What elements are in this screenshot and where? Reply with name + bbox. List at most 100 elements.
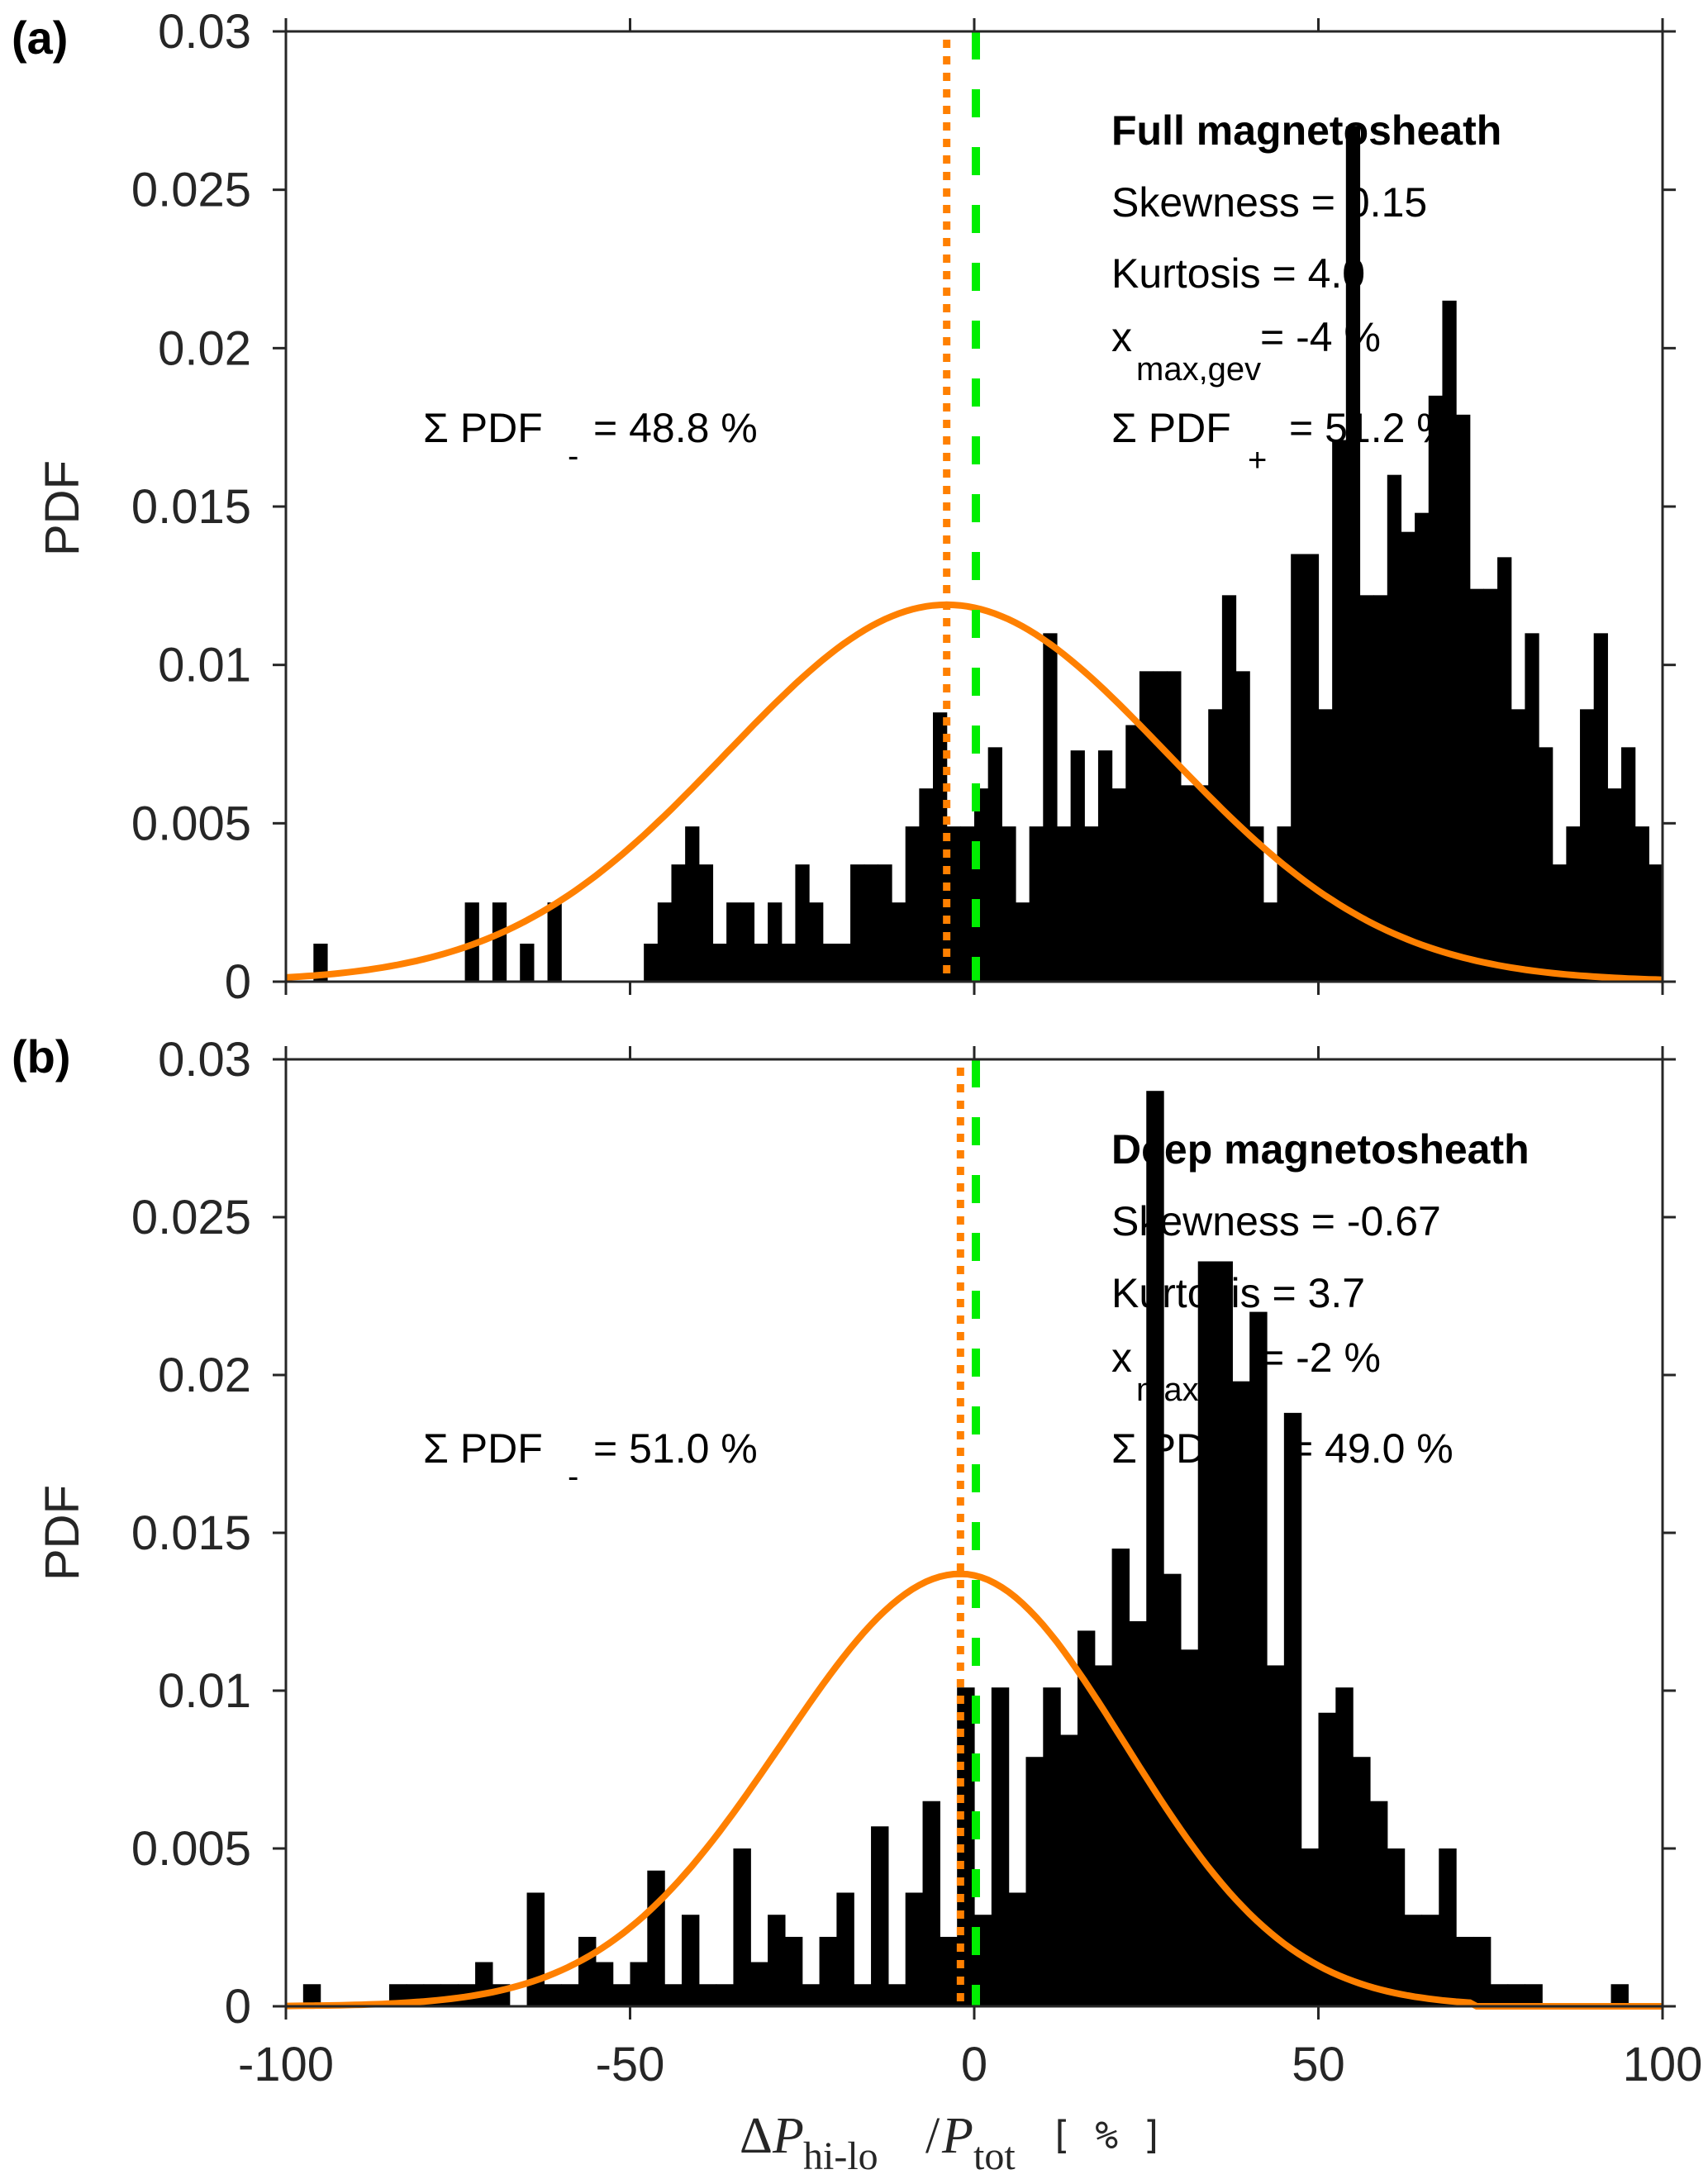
panel-a: (a) 0 0.005 0.01 0.015 0.02 0.025 0.03 PDF Ful… <box>12 5 1676 1009</box>
histogram-bar <box>1263 902 1278 982</box>
histogram-bar <box>905 1892 924 2006</box>
y-tick-label: 0 <box>225 955 251 1009</box>
histogram-bar <box>1056 826 1072 982</box>
histogram-bar <box>768 1915 786 2006</box>
histogram-bar <box>1318 1712 1336 2006</box>
panel-b-axes: 0 0.005 0.01 0.015 0.02 0.025 0.03 -100 -50 0 50 10… <box>131 1033 1703 2091</box>
y-tick-label: 0.005 <box>131 1822 251 1876</box>
histogram-bar <box>1456 1936 1474 2006</box>
histogram-bar <box>864 864 878 982</box>
histogram-bar <box>1029 826 1044 982</box>
histogram-bar <box>740 902 755 982</box>
histogram-bar <box>1318 709 1333 982</box>
panel-b-fit-curve <box>285 1570 1663 2010</box>
histogram-bar <box>1401 531 1415 982</box>
histogram-bar <box>492 902 507 982</box>
histogram-bar <box>850 864 865 982</box>
histogram-bar <box>1125 725 1140 982</box>
histogram-bar <box>1428 395 1444 982</box>
histogram-bar <box>1001 826 1016 982</box>
panel-a-xmax-sub: max,gev <box>1136 351 1261 388</box>
xlabel-delta: Δ <box>740 2108 773 2164</box>
histogram-bar <box>1580 709 1595 982</box>
histogram-bar <box>991 1687 1010 2006</box>
x-tick-label: -50 <box>596 2038 665 2091</box>
histogram-bar <box>1387 1848 1406 2006</box>
panel-a-ylabel: PDF <box>36 460 89 556</box>
histogram-bar <box>802 1984 821 2006</box>
panel-a-skewness: Skewness = 0.15 <box>1111 179 1427 226</box>
histogram-bar <box>1634 826 1649 982</box>
histogram-bar <box>754 944 768 982</box>
histogram-bar <box>795 864 810 982</box>
histogram-bar <box>1469 588 1485 982</box>
histogram-bar <box>1456 414 1471 982</box>
histogram-bar <box>1607 788 1622 982</box>
y-tick-label: 0.005 <box>131 797 251 850</box>
histogram-bar <box>1283 1412 1302 2006</box>
histogram-bar <box>698 864 714 982</box>
histogram-bar <box>1507 1984 1525 2006</box>
histogram-bar <box>940 1936 958 2006</box>
histogram-bar <box>671 864 686 982</box>
panel-a-pdfminus-label: Σ PDF <box>423 405 543 451</box>
panel-b-ylabel: PDF <box>36 1485 89 1581</box>
histogram-bar <box>1277 826 1292 982</box>
panel-b-xmax-symbol: x <box>1111 1335 1132 1381</box>
xlabel-unit: [ % ] <box>1049 2113 1163 2158</box>
y-tick-label: 0 <box>225 1980 251 2034</box>
histogram-bar <box>1094 1665 1113 2006</box>
histogram-bar <box>1490 1984 1509 2006</box>
panel-a-pdfminus-sub: - <box>568 438 578 474</box>
histogram-bar <box>520 944 535 982</box>
histogram-bar <box>1421 1915 1439 2006</box>
histogram-bar <box>1404 1915 1423 2006</box>
histogram-bar <box>544 1984 562 2006</box>
x-tick-label: 100 <box>1623 2038 1703 2091</box>
histogram-bar <box>960 826 975 982</box>
histogram-bar <box>1163 1573 1182 2006</box>
histogram-bar <box>974 788 989 982</box>
panel-b-pdfplus-sub: + <box>1248 1463 1267 1499</box>
panel-a-pdfminus-value: = 48.8 % <box>593 405 758 451</box>
y-tick-label: 0.015 <box>131 480 251 534</box>
histogram-bar <box>1291 554 1306 982</box>
histogram-bar <box>1043 633 1058 982</box>
xlabel-p1: P <box>772 2108 804 2164</box>
histogram-bar <box>1249 826 1264 982</box>
histogram-bar <box>1267 1665 1285 2006</box>
histogram-bar <box>1539 747 1553 982</box>
histogram-bar <box>1525 1984 1543 2006</box>
histogram-bar <box>1442 300 1457 982</box>
histogram-bar <box>1139 671 1154 982</box>
histogram-bar <box>1232 1381 1250 2006</box>
histogram-bar <box>1483 588 1498 982</box>
x-tick-label: -100 <box>238 2038 334 2091</box>
histogram-bar <box>919 788 934 982</box>
histogram-bar <box>1332 440 1347 982</box>
histogram-bar <box>595 1962 614 2006</box>
panel-a-axes: 0 0.005 0.01 0.015 0.02 0.025 0.03 <box>131 5 1676 1009</box>
y-tick-label: 0.03 <box>158 1033 251 1087</box>
panel-a-fit-curve <box>285 601 1663 983</box>
histogram-bar <box>526 1892 545 2006</box>
histogram-bar <box>822 944 837 982</box>
xlabel-p2: P <box>941 2108 973 2164</box>
histogram-bar <box>1008 1892 1027 2006</box>
panel-a-histogram <box>313 126 1663 982</box>
panel-b-xmax-sub: max,gev <box>1136 1372 1261 1408</box>
panel-b-kurtosis: Kurtosis = 3.7 <box>1111 1270 1365 1316</box>
panel-b-skewness: Skewness = -0.67 <box>1111 1198 1441 1244</box>
histogram-bar <box>1304 554 1320 982</box>
panel-b-pdfplus-value: = 49.0 % <box>1289 1425 1453 1472</box>
histogram-bar <box>1097 750 1113 982</box>
histogram-bar <box>1359 595 1374 982</box>
x-tick-label: 0 <box>961 2038 987 2091</box>
histogram-bar <box>1015 902 1030 982</box>
x-tick-label: 50 <box>1292 2038 1345 2091</box>
histogram-bar <box>630 1962 648 2006</box>
histogram-bar <box>1649 864 1663 982</box>
histogram-bar <box>1070 750 1085 982</box>
histogram-bar <box>1566 826 1581 982</box>
